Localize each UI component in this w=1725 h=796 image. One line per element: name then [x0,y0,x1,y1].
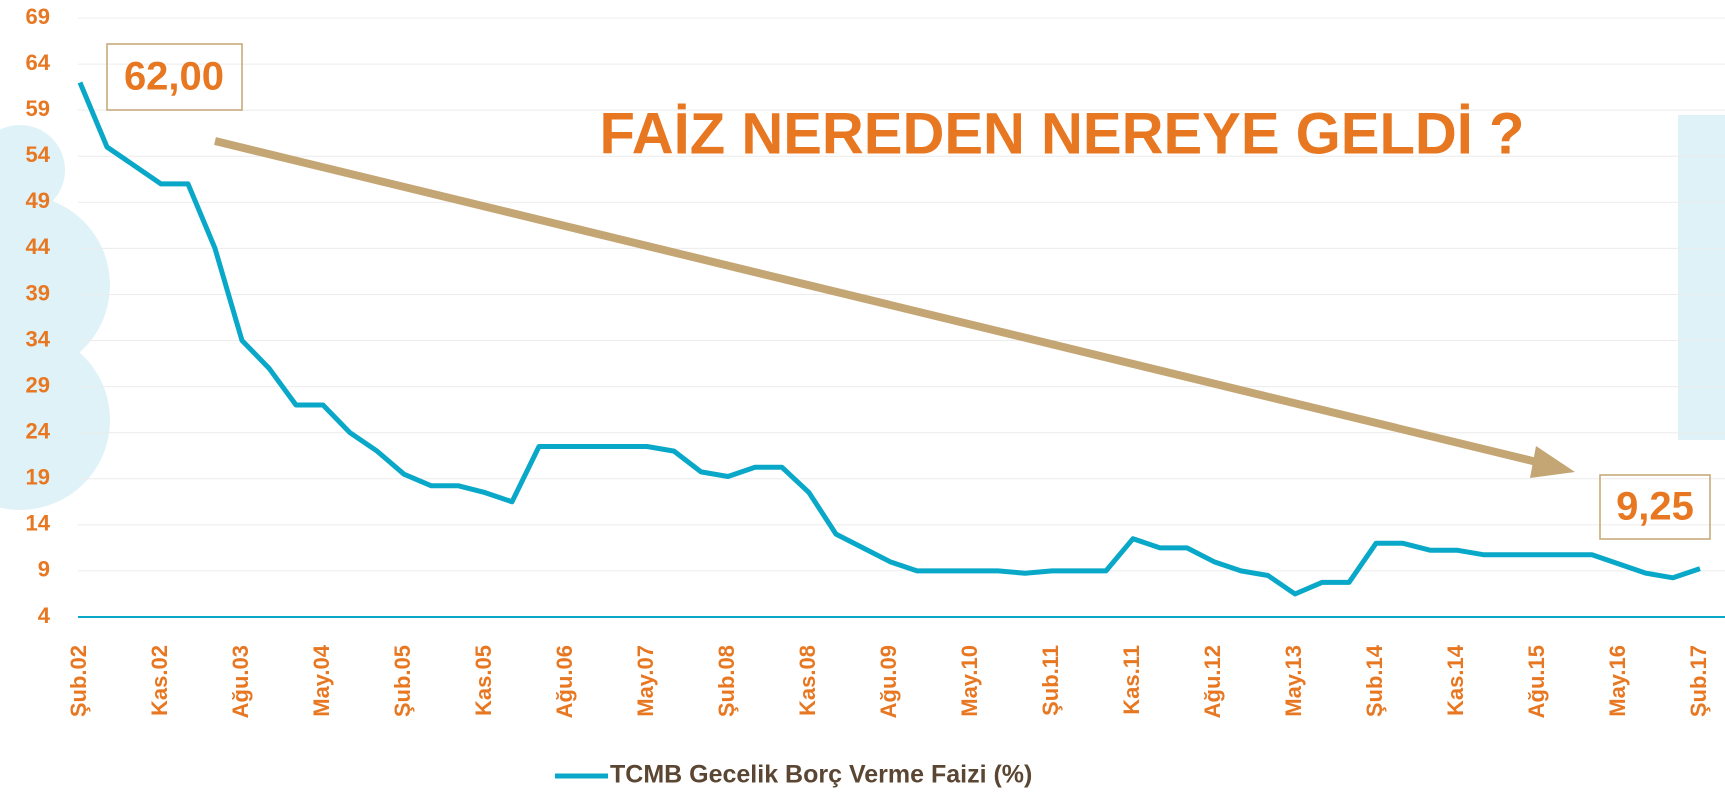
y-tick-label: 69 [26,4,50,29]
chart-title: FAİZ NEREDEN NEREYE GELDİ ? [600,101,1525,166]
x-tick-label: Şub.02 [66,645,91,717]
decoration [0,115,1725,510]
x-tick-label: May.13 [1281,645,1306,717]
y-tick-label: 24 [26,419,51,444]
x-tick-label: Ağu.12 [1200,645,1225,718]
x-tick-label: Şub.11 [1038,645,1063,716]
y-tick-label: 19 [26,465,50,490]
x-tick-label: Ağu.15 [1524,645,1549,718]
annotation: 62,00 [124,55,224,99]
x-tick-label: Kas.05 [471,645,496,716]
y-tick-label: 54 [26,142,51,167]
arrow-shaft [215,141,1545,464]
y-tick-label: 39 [26,280,50,305]
y-tick-label: 9 [38,557,50,582]
decoration-panel [1678,115,1725,440]
annotation: 9,25 [1616,485,1694,529]
arrow [215,141,1575,478]
x-tick-label: Kas.11 [1119,645,1144,715]
x-tick-label: May.04 [309,644,334,717]
x-tick-label: Ağu.09 [876,645,901,718]
x-tick-label: Kas.08 [795,645,820,716]
x-tick-label: Şub.08 [714,645,739,717]
y-tick-label: 49 [26,188,50,213]
legend-label: TCMB Gecelik Borç Verme Faizi (%) [610,761,1032,789]
x-tick-label: Ağu.03 [228,645,253,718]
decoration-circle [0,330,110,510]
arrow-head [1530,446,1575,478]
x-tick-label: May.07 [633,645,658,717]
x-tick-label: Ağu.06 [552,645,577,718]
x-tick-label: May.10 [957,645,982,717]
x-tick-label: May.16 [1605,645,1630,717]
chart: 49141924293439444954596469Şub.02Kas.02Ağ… [0,0,1725,796]
y-tick-label: 64 [26,50,51,75]
y-tick-label: 29 [26,372,50,397]
x-tick-label: Şub.14 [1362,644,1387,717]
y-tick-label: 34 [26,326,51,351]
x-tick-label: Şub.05 [390,645,415,717]
x-tick-label: Kas.02 [147,645,172,716]
legend: TCMB Gecelik Borç Verme Faizi (%) [555,761,1032,789]
y-tick-label: 44 [26,234,51,259]
y-tick-label: 14 [26,511,51,536]
y-tick-label: 59 [26,96,50,121]
x-tick-label: Şub.17 [1686,645,1711,717]
y-tick-label: 4 [38,603,51,628]
x-tick-label: Kas.14 [1443,644,1468,716]
